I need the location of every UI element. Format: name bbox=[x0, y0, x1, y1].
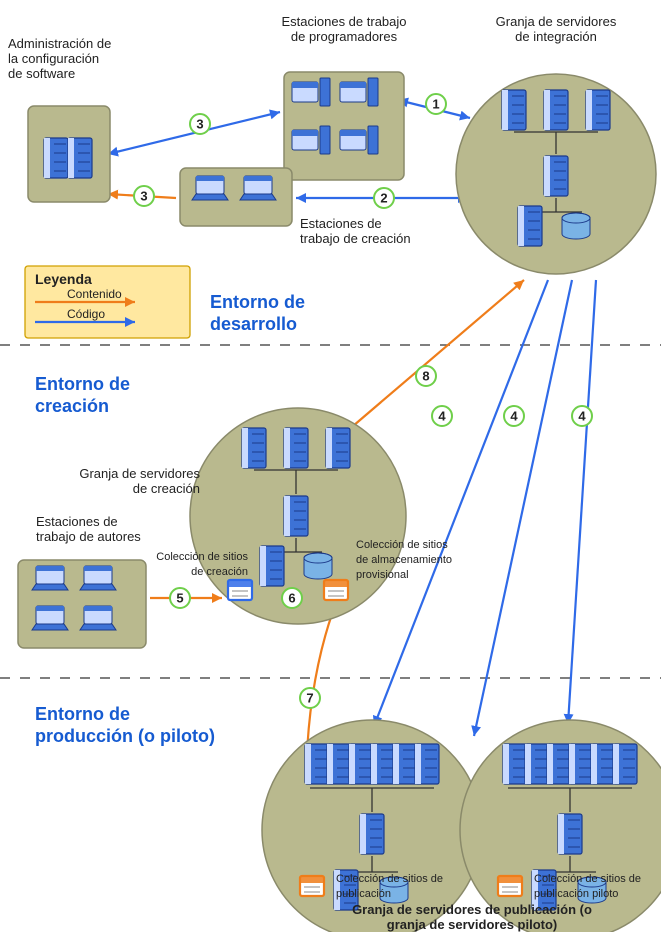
svg-text:4: 4 bbox=[578, 408, 586, 423]
cluster-integ bbox=[456, 74, 656, 274]
svg-text:la configuración: la configuración bbox=[8, 51, 99, 66]
svg-text:de creación: de creación bbox=[191, 566, 248, 578]
diagram: 1 2 3 3 4 4 4 8 5 6 7 Estaciones de trabajode progr… bbox=[0, 0, 661, 932]
svg-text:de integración: de integración bbox=[515, 29, 597, 44]
svg-text:Estaciones de trabajo: Estaciones de trabajo bbox=[281, 14, 406, 29]
svg-text:provisional: provisional bbox=[356, 569, 409, 581]
svg-text:Colección de sitios de: Colección de sitios de bbox=[534, 873, 641, 885]
cluster-authors bbox=[18, 560, 146, 648]
svg-text:de software: de software bbox=[8, 66, 75, 81]
svg-text:de programadores: de programadores bbox=[291, 29, 398, 44]
svg-text:publicación piloto: publicación piloto bbox=[534, 888, 618, 900]
svg-text:de creación: de creación bbox=[133, 481, 200, 496]
svg-text:Estaciones de: Estaciones de bbox=[36, 514, 118, 529]
cluster-scm bbox=[28, 106, 110, 202]
svg-text:trabajo de autores: trabajo de autores bbox=[36, 529, 141, 544]
svg-text:Entorno de: Entorno de bbox=[35, 374, 130, 394]
svg-text:de almacenamiento: de almacenamiento bbox=[356, 554, 452, 566]
svg-text:4: 4 bbox=[438, 408, 446, 423]
svg-text:2: 2 bbox=[380, 190, 387, 205]
svg-text:6: 6 bbox=[288, 590, 295, 605]
svg-text:Colección de sitios de: Colección de sitios de bbox=[336, 873, 443, 885]
svg-text:Entorno de: Entorno de bbox=[35, 704, 130, 724]
svg-text:4: 4 bbox=[510, 408, 518, 423]
legend: LeyendaContenido Código bbox=[25, 266, 190, 338]
svg-text:desarrollo: desarrollo bbox=[210, 314, 297, 334]
cluster-dev bbox=[284, 72, 404, 180]
svg-text:Leyenda: Leyenda bbox=[35, 271, 92, 287]
svg-text:Granja de servidores: Granja de servidores bbox=[79, 466, 200, 481]
svg-text:Administración de: Administración de bbox=[8, 36, 111, 51]
svg-text:3: 3 bbox=[196, 116, 203, 131]
svg-text:1: 1 bbox=[432, 96, 439, 111]
svg-text:8: 8 bbox=[422, 368, 429, 383]
svg-text:creación: creación bbox=[35, 396, 109, 416]
cluster-pub1 bbox=[262, 720, 482, 932]
svg-text:Colección de sitios: Colección de sitios bbox=[356, 539, 448, 551]
svg-text:Entorno de: Entorno de bbox=[210, 292, 305, 312]
svg-text:Código: Código bbox=[67, 307, 105, 321]
svg-text:Granja de servidores: Granja de servidores bbox=[496, 14, 617, 29]
svg-text:3: 3 bbox=[140, 188, 147, 203]
svg-text:7: 7 bbox=[306, 690, 313, 705]
svg-text:producción (o piloto): producción (o piloto) bbox=[35, 726, 215, 746]
svg-text:Contenido: Contenido bbox=[67, 287, 122, 301]
svg-text:Granja de servidores de public: Granja de servidores de publicación (o bbox=[352, 902, 592, 917]
svg-text:5: 5 bbox=[176, 590, 183, 605]
svg-text:Estaciones de: Estaciones de bbox=[300, 216, 382, 231]
svg-text:granja de servidores piloto): granja de servidores piloto) bbox=[387, 917, 558, 932]
cluster-creat bbox=[180, 168, 292, 226]
svg-text:trabajo de creación: trabajo de creación bbox=[300, 231, 411, 246]
svg-text:Colección de sitios: Colección de sitios bbox=[156, 551, 248, 563]
svg-text:publicación: publicación bbox=[336, 888, 391, 900]
